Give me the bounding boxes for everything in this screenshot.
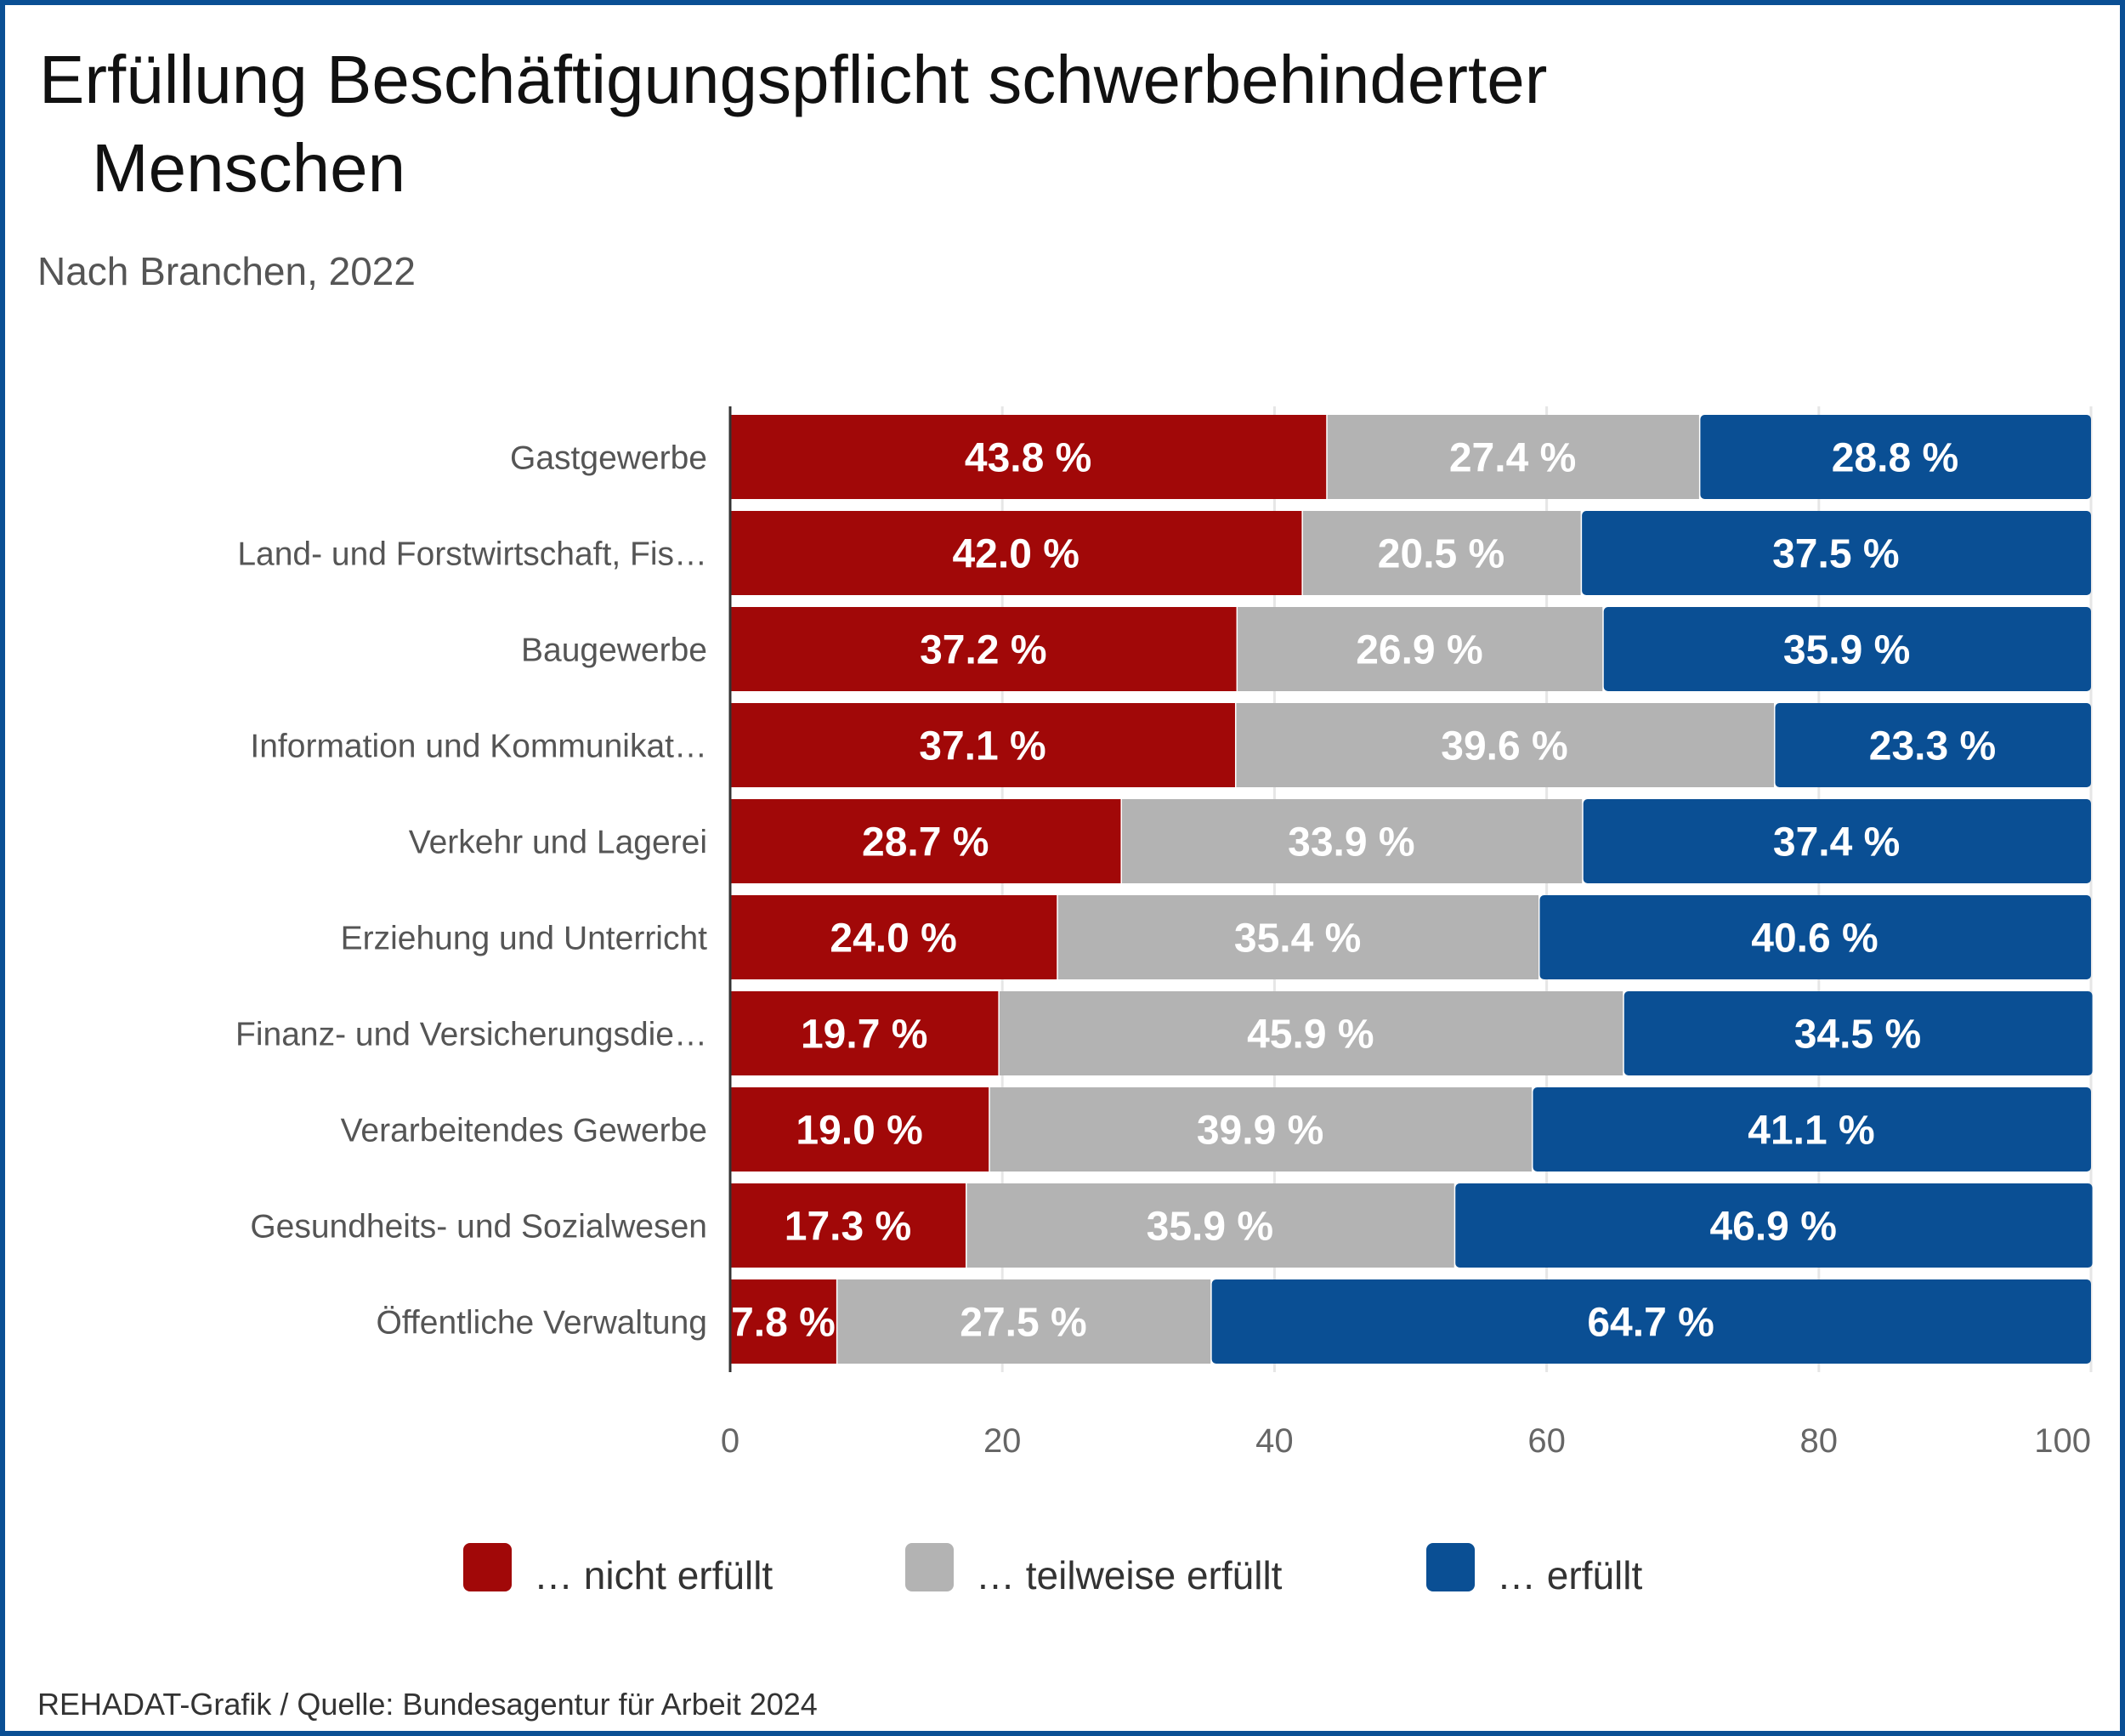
bar-segment (999, 991, 1624, 1075)
data-label: 19.0 % (796, 1109, 922, 1154)
data-label: 64.7 % (1587, 1301, 1714, 1346)
bar-segment (989, 1087, 1532, 1172)
legend-swatch (1426, 1543, 1475, 1591)
legend-swatch (905, 1543, 954, 1591)
data-label: 37.2 % (920, 628, 1046, 673)
x-tick-label: 100 (2034, 1422, 2091, 1460)
bar-segment (730, 1183, 966, 1268)
category-label: Gastgewerbe (510, 440, 707, 477)
bar-segment (1539, 895, 2091, 979)
bar-segment (1775, 703, 2091, 787)
category-label: Erziehung und Unterricht (341, 921, 708, 957)
bar-segment (1211, 1279, 2091, 1364)
x-tick-label: 40 (1255, 1422, 1294, 1460)
category-label: Finanz- und Versicherungsdie… (235, 1017, 707, 1053)
legend-swatch (463, 1543, 512, 1591)
data-label: 27.4 % (1449, 436, 1576, 481)
bar-segment (966, 1183, 1454, 1268)
data-label: 19.7 % (801, 1013, 927, 1058)
data-label: 43.8 % (965, 436, 1091, 481)
bar-segment (730, 511, 1302, 595)
bar-segment (730, 415, 1327, 499)
data-label: 20.5 % (1378, 532, 1504, 577)
bar-segment (1583, 799, 2091, 883)
data-label: 37.4 % (1773, 820, 1900, 865)
x-tick-label: 80 (1800, 1422, 1839, 1460)
data-label: 42.0 % (952, 532, 1079, 577)
bar-segment (730, 703, 1235, 787)
category-label: Verarbeitendes Gewerbe (341, 1113, 707, 1149)
data-label: 34.5 % (1794, 1013, 1921, 1058)
x-tick-label: 20 (983, 1422, 1022, 1460)
data-label: 37.1 % (919, 724, 1046, 769)
bar-segment (1121, 799, 1583, 883)
chart-title: Erfüllung Beschäftigungspflicht schwerbe… (39, 36, 1547, 213)
bar-segment (837, 1279, 1211, 1364)
data-label: 35.9 % (1783, 628, 1910, 673)
bar-segment (1533, 1087, 2091, 1172)
category-label: Land- und Forstwirtschaft, Fis… (237, 536, 707, 573)
data-label: 28.8 % (1832, 436, 1958, 481)
legend-label: … teilweise erfüllt (976, 1553, 1283, 1597)
data-label: 41.1 % (1748, 1109, 1874, 1154)
bar-segment (1236, 703, 1774, 787)
bar-segment (730, 1087, 989, 1172)
data-label: 46.9 % (1709, 1205, 1836, 1250)
data-label: 33.9 % (1288, 820, 1414, 865)
bar-segment (1057, 895, 1538, 979)
category-label: Gesundheits- und Sozialwesen (250, 1209, 707, 1245)
legend-label: … erfüllt (1497, 1553, 1642, 1597)
data-label: 35.4 % (1234, 916, 1361, 962)
chart-title-line-2: Menschen (92, 130, 406, 206)
bar-segment (730, 799, 1121, 883)
category-label: Information und Kommunikat… (250, 729, 707, 765)
bar-segment (730, 1279, 836, 1364)
legend-label: … nicht erfüllt (534, 1553, 773, 1597)
chart-title-line-1: Erfüllung Beschäftigungspflicht schwerbe… (39, 42, 1548, 117)
data-label: 24.0 % (830, 916, 956, 962)
data-label: 35.9 % (1147, 1205, 1273, 1250)
bar-segment (1582, 511, 2091, 595)
bar-segment (1302, 511, 1581, 595)
bar-segment (1624, 991, 2093, 1075)
data-label: 39.9 % (1197, 1109, 1323, 1154)
category-label: Öffentliche Verwaltung (376, 1305, 707, 1342)
data-label: 40.6 % (1751, 916, 1878, 962)
data-label: 7.8 % (731, 1301, 836, 1346)
x-tick-label: 0 (721, 1422, 740, 1460)
x-tick-label: 60 (1527, 1422, 1566, 1460)
data-label: 17.3 % (785, 1205, 911, 1250)
data-label: 27.5 % (960, 1301, 1086, 1346)
data-label: 26.9 % (1356, 628, 1482, 673)
data-label: 45.9 % (1247, 1013, 1374, 1058)
stacked-bar-chart: 0 20 40 60 80 100 Gastgewerbe 43.8 % 27.4 % 28.8 … (235, 406, 2093, 1597)
category-label: Verkehr und Lagerei (409, 825, 707, 861)
bar-segment (1603, 607, 2091, 691)
bar-segment (730, 991, 999, 1075)
chart-subtitle: Nach Branchen, 2022 (37, 249, 416, 293)
data-label: 28.7 % (862, 820, 989, 865)
bar-segment (1455, 1183, 2093, 1268)
source-note: REHADAT-Grafik / Quelle: Bundesagentur f… (37, 1687, 818, 1722)
data-label: 37.5 % (1772, 532, 1899, 577)
category-label: Baugewerbe (521, 633, 707, 669)
data-label: 23.3 % (1869, 724, 1996, 769)
bar-segment (730, 607, 1237, 691)
data-label: 39.6 % (1441, 724, 1567, 769)
bar-segment (1700, 415, 2091, 499)
bar-segment (1327, 415, 1699, 499)
bar-segment (1238, 607, 1603, 691)
bar-segment (730, 895, 1057, 979)
